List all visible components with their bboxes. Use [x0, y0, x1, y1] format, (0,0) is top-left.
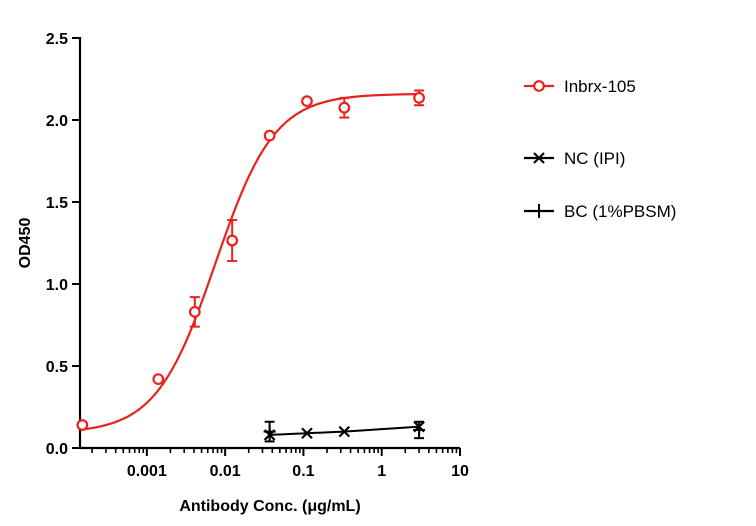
nc-point-stroke [338, 425, 351, 438]
axes: 0.0 0.5 1.0 1.5 2.0 2.5 0.001 0.01 0.1 1 10 Antibod… [17, 31, 469, 515]
y-tick-label: 0.0 [46, 441, 68, 458]
data-marks [76, 89, 426, 443]
y-tick-label: 0.5 [46, 359, 68, 376]
y-tick-label: 2.5 [46, 31, 68, 48]
inbrx-105-point [226, 234, 239, 247]
fit-curves [82, 93, 420, 436]
inbrx-105-point [188, 305, 201, 318]
nc-point-stroke [413, 420, 425, 433]
x-tick-label: 0.01 [210, 463, 241, 480]
x-tick-label: 0.1 [292, 463, 314, 480]
inbrx-105-point [76, 419, 89, 431]
nc-point [263, 429, 276, 441]
y-tick-label: 1.0 [46, 277, 68, 294]
legend-label: BC (1%PBSM) [564, 202, 676, 221]
nc-point [338, 425, 351, 438]
inbrx-105-point [301, 95, 313, 108]
legend: Inbrx-105 NC (IPI) BC (1%PBSM) [524, 77, 676, 221]
legend-label: Inbrx-105 [564, 77, 636, 96]
inbrx-105-point [413, 91, 425, 104]
y-tick-label: 2.0 [46, 113, 68, 130]
legend-marker-x [533, 152, 545, 164]
inbrx-105-point [152, 373, 165, 386]
x-axis-title: Antibody Conc. (μg/mL) [179, 498, 360, 515]
y-tick-label: 1.5 [46, 195, 68, 212]
legend-label: NC (IPI) [564, 149, 625, 168]
nc-point-stroke [301, 427, 313, 440]
y-axis-title: OD450 [17, 218, 34, 269]
nc-point-stroke [263, 429, 276, 441]
inbrx-105-fit-curve [82, 93, 420, 431]
nc-point [301, 427, 313, 440]
nc-point [413, 420, 425, 433]
x-tick-label: 10 [451, 463, 469, 480]
x-tick-label: 1 [377, 463, 386, 480]
inbrx-105-point [263, 129, 276, 142]
x-tick-label: 0.001 [127, 463, 167, 480]
inbrx-105-point [338, 101, 351, 114]
legend-marker-circle [533, 80, 545, 92]
